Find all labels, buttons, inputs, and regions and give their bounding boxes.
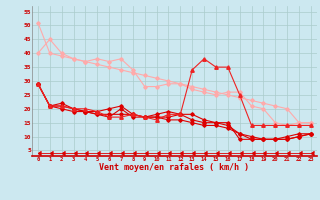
X-axis label: Vent moyen/en rafales ( km/h ): Vent moyen/en rafales ( km/h ) [100,163,249,172]
